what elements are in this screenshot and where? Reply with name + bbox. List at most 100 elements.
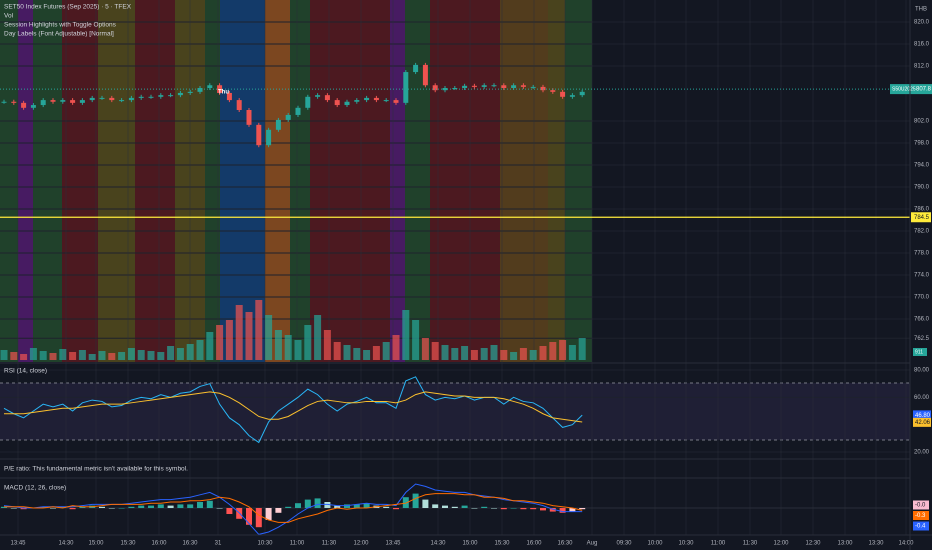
marks — [0, 62, 910, 535]
volume-bar — [196, 340, 204, 360]
volume-bar — [284, 335, 292, 360]
candle-body — [246, 110, 252, 125]
candle-body — [560, 91, 566, 97]
volume-bar — [59, 349, 67, 360]
session-band — [290, 0, 310, 362]
macd-title[interactable]: MACD (12, 26, close) — [4, 485, 66, 492]
macd-histogram-bar — [471, 508, 478, 509]
volume-bar — [412, 320, 420, 360]
session-band — [310, 0, 390, 362]
macd-histogram-bar — [432, 504, 439, 508]
candle-body — [540, 86, 546, 91]
volume-bar — [363, 350, 371, 360]
volume-bar — [314, 315, 322, 360]
macd-histogram-bar — [481, 506, 488, 508]
volume-bar — [392, 335, 400, 360]
x-tick-label: 16:00 — [151, 541, 167, 547]
volume-bar — [78, 350, 86, 360]
session-band — [18, 0, 33, 362]
candle-body — [226, 92, 232, 101]
macd-histogram-bar — [295, 503, 301, 508]
macd-histogram-bar — [461, 505, 468, 508]
candle-body — [569, 95, 575, 97]
volume-bar — [127, 348, 135, 360]
y-tick-label: 762.5 — [914, 336, 930, 342]
y-tick-label: 770.0 — [914, 295, 930, 301]
volume-tag — [913, 348, 927, 356]
x-tick-label: 10:30 — [257, 541, 273, 547]
macd-histogram-bar — [549, 508, 556, 512]
level-tag — [911, 212, 931, 223]
session-highlights — [0, 0, 910, 440]
currency[interactable]: THB — [915, 7, 927, 13]
candle-body — [128, 97, 134, 101]
macd-histogram-bar — [344, 504, 350, 508]
y-tick-label: 790.0 — [914, 185, 930, 191]
last-price-value: 807.8 — [916, 87, 932, 93]
volume-bar — [265, 315, 273, 360]
session-band — [405, 0, 430, 362]
macd-histogram-bar — [40, 506, 47, 508]
labels: 820.0 816.0 812.0 802.0 798.0 794.0 790.0 786.0… — [10, 20, 932, 547]
macd-histogram-bar — [334, 505, 341, 508]
volume-bar — [216, 325, 224, 360]
indicator-name[interactable]: Session Highlights with Toggle Options — [4, 22, 117, 29]
session-band — [33, 0, 62, 362]
y-tick-label: 20.00 — [914, 450, 930, 456]
macd-histogram-bar — [579, 508, 586, 510]
volume-bar — [382, 342, 390, 360]
macd-value: -0.3 — [915, 513, 926, 519]
session-band — [135, 0, 175, 362]
indicator-name[interactable]: Day Labels (Font Adjustable) [Normal] — [4, 31, 114, 38]
volume-bar — [98, 351, 106, 360]
macd-histogram-bar — [10, 508, 17, 509]
volume-bar — [20, 354, 28, 360]
volume-bar — [549, 342, 557, 360]
volume-bar — [186, 344, 194, 360]
rsi-ma-tag — [913, 417, 931, 427]
candle-body — [207, 85, 213, 88]
volume-bar — [372, 346, 380, 360]
candle-body — [334, 100, 340, 106]
y-tick-label: 60.00 — [914, 395, 930, 401]
volume-bar — [235, 305, 243, 360]
symbol-title[interactable]: SET50 Index Futures (Sep 2025) · 5 · TFE… — [4, 4, 132, 11]
indicator-name[interactable]: Vol — [4, 13, 14, 20]
candle-body — [40, 100, 46, 106]
candle-body — [187, 91, 193, 93]
volume-bar — [0, 350, 8, 360]
rsi-ma-current: 42.06 — [915, 420, 931, 426]
macd-histogram-bar — [510, 508, 517, 509]
y-tick-label: 820.0 — [914, 20, 930, 26]
candle-body — [275, 119, 281, 130]
candle-body — [501, 85, 507, 88]
x-tick-label: 10:30 — [678, 541, 694, 547]
macd-histogram-bar — [363, 503, 370, 508]
macd-histogram-bar — [69, 508, 76, 510]
macd-histogram-bar — [393, 508, 399, 510]
macd-histogram-bar — [422, 499, 429, 508]
candle-body — [452, 88, 458, 89]
y-tick-label: 778.0 — [914, 251, 930, 257]
candle-body — [354, 100, 360, 102]
day-label: Thu — [218, 90, 229, 96]
candle-body — [168, 95, 174, 97]
volume-bar — [451, 348, 459, 360]
volume-bar — [480, 348, 488, 360]
candle-body — [148, 96, 154, 98]
volume-bar — [88, 354, 96, 360]
candle-body — [158, 95, 164, 97]
macd-histogram-bar — [540, 508, 546, 511]
rsi-title[interactable]: RSI (14, close) — [4, 368, 47, 375]
volume-bar — [519, 348, 527, 360]
y-tick-label: 782.0 — [914, 229, 930, 235]
pe-note: P/E ratio: This fundamental metric isn't… — [4, 466, 188, 473]
volume-bar — [255, 300, 263, 360]
signal-line — [4, 493, 583, 523]
x-tick-label: 13:00 — [837, 541, 853, 547]
x-tick-label: 14:00 — [898, 541, 914, 547]
rsi-current: 46.80 — [915, 413, 931, 419]
volume-bar — [353, 348, 361, 360]
